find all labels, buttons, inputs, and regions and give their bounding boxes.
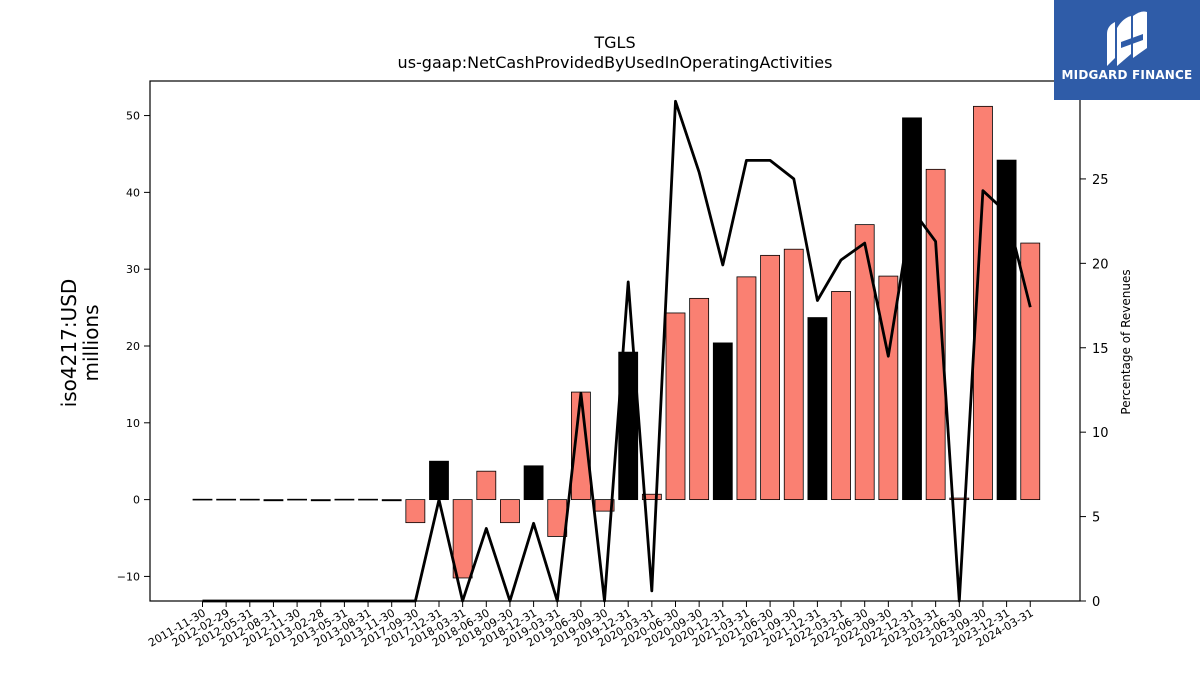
bar-2020-09-30 <box>689 297 710 501</box>
bar-2018-06-30 <box>476 470 497 501</box>
bar-2013-05-31 <box>334 498 355 501</box>
y-right-tick-label: 15 <box>1092 342 1109 357</box>
bar-2024-03-31 <box>1020 242 1041 501</box>
chart-subtitle: us-gaap:NetCashProvidedByUsedInOperating… <box>398 53 833 72</box>
y-tick-label: 20 <box>126 340 140 353</box>
y-axis-label-line-2: millions <box>79 304 103 381</box>
y-right-tick-label: 20 <box>1092 257 1109 272</box>
bar-2013-11-30 <box>381 499 402 502</box>
bar-2021-03-31 <box>736 276 757 501</box>
y-tick-label: 50 <box>126 110 140 123</box>
bar-2012-05-31 <box>239 498 260 501</box>
bar-2018-12-31 <box>523 465 544 501</box>
bar-2012-02-29 <box>216 498 237 501</box>
y-tick-label: 0 <box>133 494 140 507</box>
bar-2023-03-31 <box>925 168 946 501</box>
bar-2021-12-31 <box>807 317 828 501</box>
bar-2011-11-30 <box>192 498 213 501</box>
y-tick-label: 30 <box>126 263 140 276</box>
y-right-tick-label: 10 <box>1092 426 1109 441</box>
bar-2023-12-31 <box>996 159 1017 501</box>
y-right-tick-label: 0 <box>1092 595 1100 610</box>
y-axis-label: iso4217:USD millions <box>57 279 103 408</box>
y-axis-right-label: Percentage of Revenues <box>1119 269 1133 414</box>
bar-2022-12-31 <box>902 117 922 501</box>
chart-title: TGLS <box>593 33 635 52</box>
y-tick-label: −10 <box>117 570 140 583</box>
y-right-tick-label: 25 <box>1092 173 1109 188</box>
bar-2023-09-30 <box>973 105 993 501</box>
bar-2012-11-30 <box>287 498 308 501</box>
bar-2017-09-30 <box>405 499 426 524</box>
bar-2019-09-30 <box>594 499 615 512</box>
bar-2018-03-31 <box>452 499 473 579</box>
brand-logo: MIDGARD FINANCE <box>1054 0 1200 100</box>
y-tick-label: 10 <box>126 417 140 430</box>
bar-2021-06-30 <box>760 254 780 501</box>
bar-2022-03-31 <box>831 291 851 501</box>
bar-2021-09-30 <box>783 248 804 501</box>
bar-2013-02-28 <box>310 499 331 502</box>
bar-2020-03-31 <box>641 493 662 501</box>
y-tick-label: 40 <box>126 186 140 199</box>
bar-2017-12-31 <box>429 460 449 501</box>
bar-2023-06-30 <box>949 497 970 501</box>
logo-text: MIDGARD FINANCE <box>1061 68 1193 82</box>
plot-frame <box>149 80 1081 602</box>
bar-2018-09-30 <box>500 499 520 524</box>
bar-2013-08-31 <box>358 498 378 501</box>
y-axis-label-line-1: iso4217:USD <box>57 279 81 408</box>
y-right-tick-label: 5 <box>1092 511 1100 526</box>
midgard-logo-icon <box>1107 11 1147 66</box>
bar-2020-06-30 <box>665 312 686 501</box>
bar-2022-06-30 <box>854 224 875 501</box>
bar-2012-08-31 <box>263 499 284 502</box>
bar-2020-12-31 <box>712 342 733 501</box>
